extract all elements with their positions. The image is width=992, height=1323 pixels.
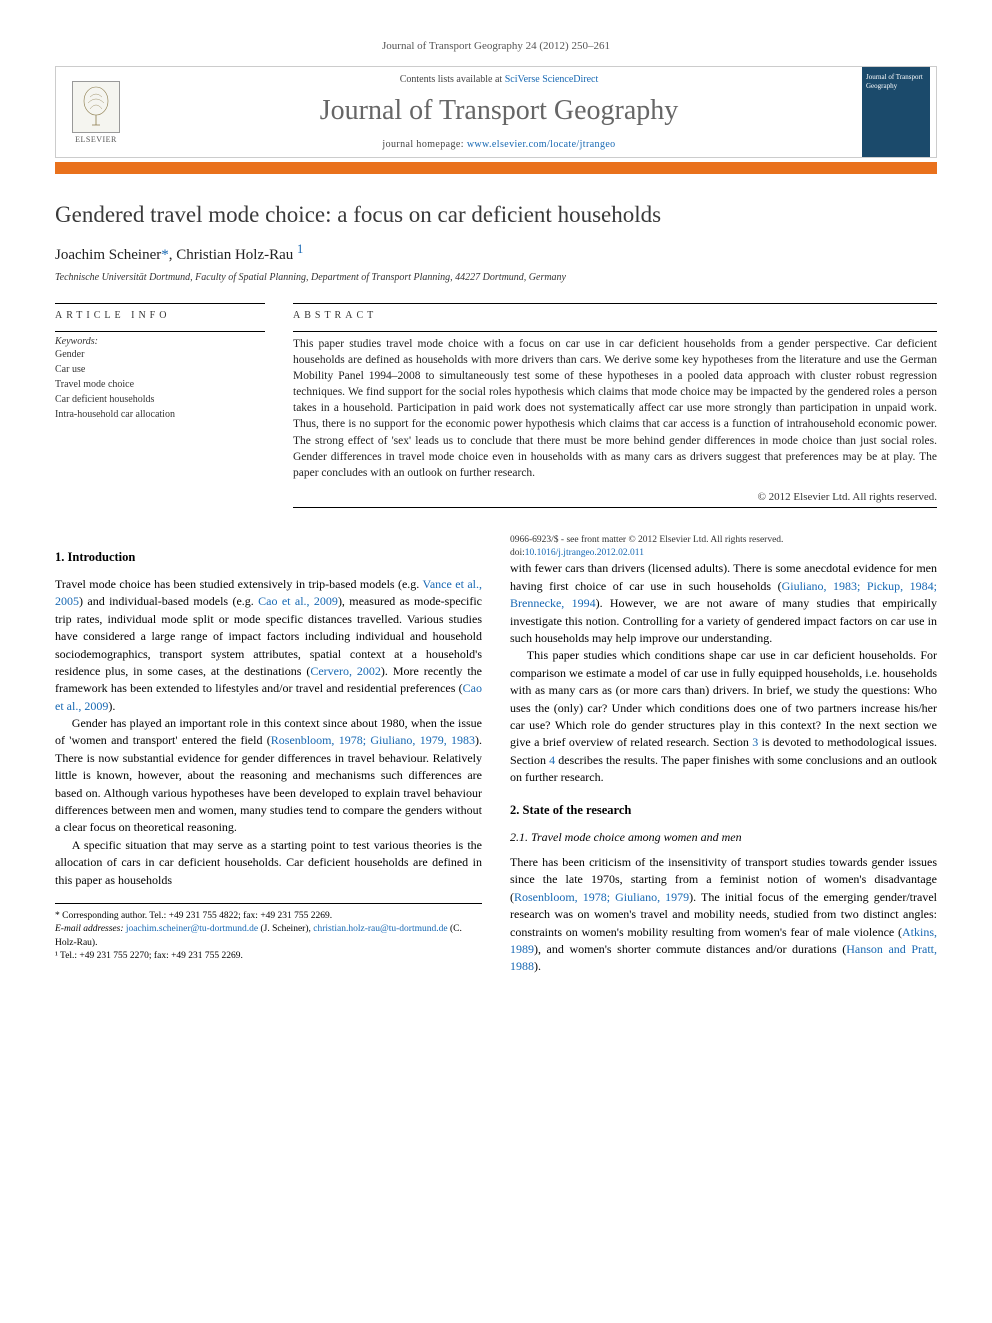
abstract-copyright: © 2012 Elsevier Ltd. All rights reserved… xyxy=(293,491,937,503)
article-info-label: ARTICLE INFO xyxy=(55,310,265,321)
keyword: Gender xyxy=(55,347,265,362)
body-paragraph: This paper studies which conditions shap… xyxy=(510,647,937,786)
citation-link[interactable]: Rosenbloom, 1978; Giuliano, 1979 xyxy=(514,890,689,904)
elsevier-tree-icon xyxy=(72,81,120,133)
abstract-rule-top xyxy=(293,303,937,304)
article-title: Gendered travel mode choice: a focus on … xyxy=(55,202,937,228)
text: ) and individual-based models (e.g. xyxy=(79,594,258,608)
doi-line: doi:10.1016/j.jtrangeo.2012.02.011 xyxy=(510,547,937,560)
body-paragraph: There has been criticism of the insensit… xyxy=(510,854,937,976)
text: ), and women's shorter commute distances… xyxy=(534,942,846,956)
author-1: Joachim Scheiner xyxy=(55,247,161,263)
article-info-column: ARTICLE INFO Keywords: Gender Car use Tr… xyxy=(55,299,265,512)
abstract-rule-bottom xyxy=(293,507,937,508)
issn-line: 0966-6923/$ - see front matter © 2012 El… xyxy=(510,534,937,547)
body-paragraph: with fewer cars than drivers (licensed a… xyxy=(510,560,937,647)
header-citation: Journal of Transport Geography 24 (2012)… xyxy=(55,40,937,52)
accent-bar xyxy=(55,162,937,174)
doi-link[interactable]: 10.1016/j.jtrangeo.2012.02.011 xyxy=(525,548,644,558)
corresponding-author-note: * Corresponding author. Tel.: +49 231 75… xyxy=(55,910,482,923)
publisher-logo: ELSEVIER xyxy=(56,67,136,157)
text: ). xyxy=(534,959,541,973)
info-rule-mid xyxy=(55,331,265,332)
section-1-heading: 1. Introduction xyxy=(55,548,482,566)
footer-meta: 0966-6923/$ - see front matter © 2012 El… xyxy=(510,534,937,561)
keyword: Travel mode choice xyxy=(55,377,265,392)
abstract-rule-mid xyxy=(293,331,937,332)
abstract-column: ABSTRACT This paper studies travel mode … xyxy=(293,299,937,512)
footnote-block: * Corresponding author. Tel.: +49 231 75… xyxy=(55,903,482,963)
keyword: Car use xyxy=(55,362,265,377)
footnote-1: ¹ Tel.: +49 231 755 2270; fax: +49 231 7… xyxy=(55,950,482,963)
citation-link[interactable]: Cervero, 2002 xyxy=(310,664,381,678)
author-2-marker[interactable]: 1 xyxy=(297,242,303,256)
author-2: Christian Holz-Rau xyxy=(176,247,293,263)
publisher-label: ELSEVIER xyxy=(75,135,117,144)
text: ). There is now substantial evidence for… xyxy=(55,733,482,834)
keywords-list: Gender Car use Travel mode choice Car de… xyxy=(55,347,265,422)
text: A specific situation that may serve as a… xyxy=(55,838,482,887)
body-paragraph: A specific situation that may serve as a… xyxy=(55,837,482,889)
email-label: E-mail addresses: xyxy=(55,924,124,934)
homepage-link[interactable]: www.elsevier.com/locate/jtrangeo xyxy=(467,139,616,150)
email-link-1[interactable]: joachim.scheiner@tu-dortmund.de xyxy=(126,924,258,934)
homepage-prefix: journal homepage: xyxy=(382,139,466,150)
body-paragraph: Travel mode choice has been studied exte… xyxy=(55,576,482,715)
email-line: E-mail addresses: joachim.scheiner@tu-do… xyxy=(55,923,482,950)
author-1-marker[interactable]: * xyxy=(161,247,169,263)
email-link-2[interactable]: christian.holz-rau@tu-dortmund.de xyxy=(313,924,447,934)
keywords-label: Keywords: xyxy=(55,336,265,347)
abstract-label: ABSTRACT xyxy=(293,310,937,321)
cover-text: Journal of Transport Geography xyxy=(866,73,926,91)
journal-name: Journal of Transport Geography xyxy=(136,95,862,127)
affiliation: Technische Universität Dortmund, Faculty… xyxy=(55,272,937,283)
section-2-1-heading: 2.1. Travel mode choice among women and … xyxy=(510,829,937,846)
section-2-heading: 2. State of the research xyxy=(510,801,937,819)
citation-link[interactable]: Rosenbloom, 1978; Giuliano, 1979, 1983 xyxy=(271,733,475,747)
authors-line: Joachim Scheiner*, Christian Holz-Rau 1 xyxy=(55,242,937,264)
journal-cover-thumb: Journal of Transport Geography xyxy=(862,67,930,157)
keyword: Intra-household car allocation xyxy=(55,407,265,422)
info-rule-top xyxy=(55,303,265,304)
contents-available-line: Contents lists available at SciVerse Sci… xyxy=(136,74,862,85)
masthead-center: Contents lists available at SciVerse Sci… xyxy=(136,68,862,156)
body-two-column: 1. Introduction Travel mode choice has b… xyxy=(55,534,937,977)
masthead: ELSEVIER Contents lists available at Sci… xyxy=(55,66,937,158)
email-who-1: (J. Scheiner), xyxy=(258,924,313,934)
text: ). xyxy=(108,699,115,713)
text: describes the results. The paper finishe… xyxy=(510,753,937,784)
text: Travel mode choice has been studied exte… xyxy=(55,577,423,591)
journal-homepage-line: journal homepage: www.elsevier.com/locat… xyxy=(136,139,862,150)
doi-label: doi: xyxy=(510,548,525,558)
abstract-text: This paper studies travel mode choice wi… xyxy=(293,336,937,481)
sciencedirect-link[interactable]: SciVerse ScienceDirect xyxy=(505,74,599,85)
body-paragraph: Gender has played an important role in t… xyxy=(55,715,482,837)
contents-prefix: Contents lists available at xyxy=(400,74,505,85)
citation-link[interactable]: Cao et al., 2009 xyxy=(258,594,338,608)
keyword: Car deficient households xyxy=(55,392,265,407)
